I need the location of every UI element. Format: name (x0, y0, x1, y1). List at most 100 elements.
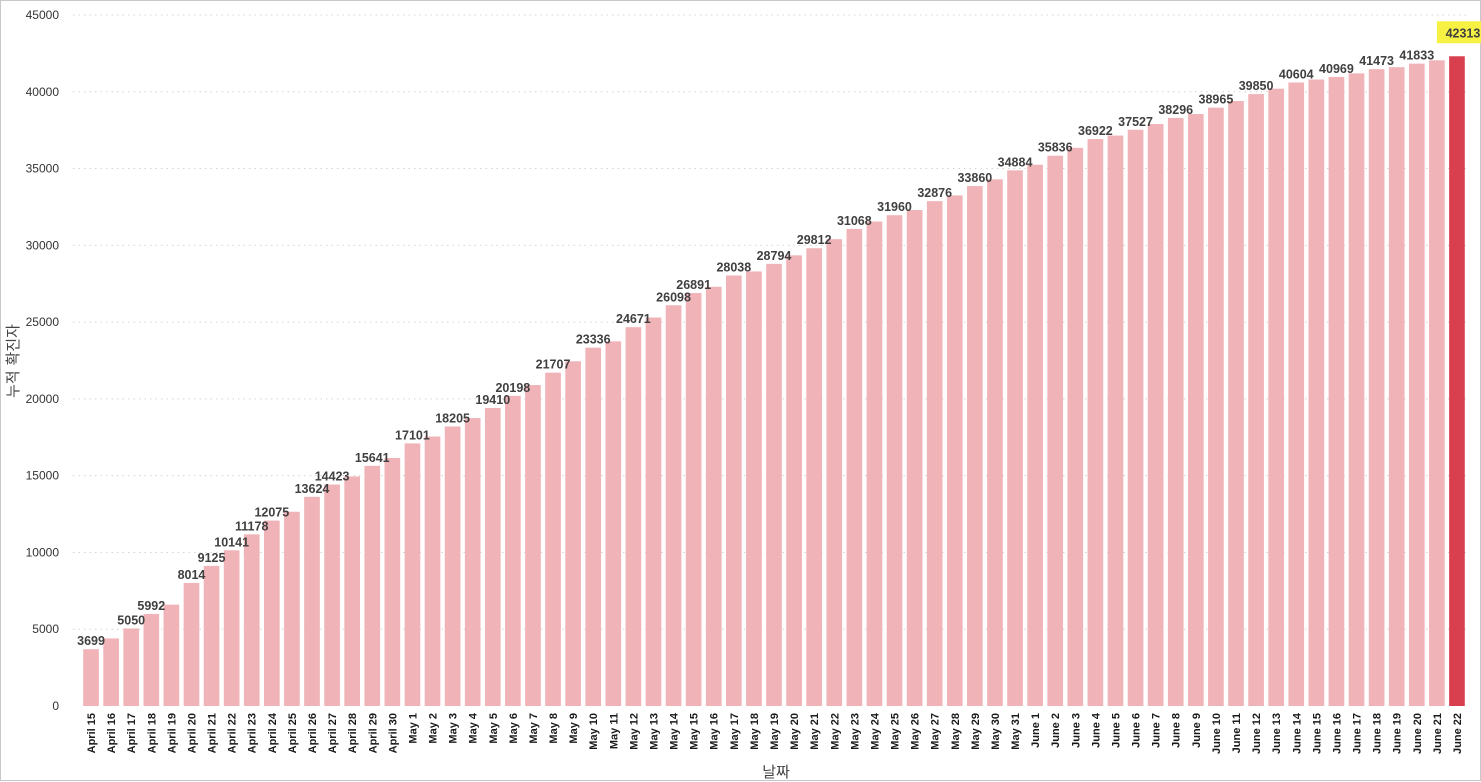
x-tick-label: April 25 (287, 713, 299, 753)
x-tick-label: May 4 (468, 712, 480, 743)
bar (645, 317, 662, 706)
x-tick-label: May 30 (990, 713, 1002, 750)
data-label: 3699 (77, 634, 105, 648)
x-tick-label: April 21 (207, 713, 219, 753)
bar (83, 649, 99, 706)
x-tick-label: June 10 (1211, 713, 1223, 754)
bar (123, 628, 140, 706)
y-tick-label: 45000 (26, 8, 60, 22)
bar (464, 418, 481, 706)
bar (263, 520, 280, 706)
x-tick-label: May 6 (508, 713, 520, 744)
x-tick-label: May 3 (448, 713, 460, 744)
bar (1429, 60, 1445, 706)
x-tick-label: June 9 (1191, 713, 1203, 748)
bar (746, 271, 762, 706)
bar (163, 604, 180, 706)
x-tick-label: June 13 (1271, 713, 1283, 754)
data-label: 34884 (998, 155, 1033, 169)
x-tick-label: May 16 (709, 713, 721, 750)
data-label: 26098 (656, 290, 691, 304)
x-tick-label: April 15 (86, 713, 98, 753)
data-label: 24671 (616, 312, 651, 326)
data-label: 29812 (797, 233, 832, 247)
x-tick-label: April 22 (227, 713, 239, 753)
y-tick-label: 5000 (32, 622, 59, 636)
data-label: 38296 (1158, 103, 1193, 117)
data-label: 41833 (1399, 49, 1434, 63)
data-label: 8014 (178, 568, 206, 582)
bar (846, 228, 863, 706)
data-label: 10141 (214, 535, 249, 549)
bar (886, 215, 903, 706)
data-label: 41473 (1359, 54, 1394, 68)
x-tick-label: May 11 (608, 713, 620, 749)
bar (545, 372, 561, 706)
data-label: 18205 (435, 411, 470, 425)
data-label: 13624 (295, 482, 330, 496)
data-label: 9125 (198, 551, 226, 565)
data-label: 35836 (1038, 141, 1073, 155)
bar (1248, 94, 1264, 706)
x-tick-label: June 7 (1151, 713, 1163, 748)
x-tick-label: June 11 (1231, 713, 1243, 753)
data-label: 14423 (315, 470, 350, 484)
bar (444, 426, 461, 706)
data-label: 28794 (757, 249, 792, 263)
bar (826, 239, 843, 707)
data-label: 37527 (1118, 115, 1153, 129)
data-label: 26891 (676, 278, 711, 292)
x-tick-label: May 15 (689, 713, 701, 750)
x-tick-label: May 7 (528, 713, 540, 744)
y-axis-title: 누적 확진자 (4, 324, 22, 398)
x-tick-label: June 1 (1030, 713, 1042, 748)
bar (344, 476, 361, 706)
x-tick-label: April 23 (247, 713, 259, 753)
x-tick-label: May 10 (588, 713, 600, 750)
bar (525, 385, 541, 706)
y-tick-label: 35000 (26, 162, 60, 176)
bar (223, 550, 240, 706)
bar (1308, 79, 1325, 706)
bar (625, 327, 642, 706)
bar (906, 210, 923, 706)
bar (1127, 129, 1144, 706)
data-label: 17101 (395, 428, 430, 442)
x-tick-label: April 16 (106, 713, 118, 753)
bar (786, 255, 802, 706)
bar (705, 286, 722, 706)
bar (1408, 63, 1425, 707)
data-label: 11178 (235, 519, 268, 533)
x-tick-label: April 28 (347, 713, 359, 753)
x-axis-ticks: April 15 April 16 April 17 April 18 April 19… (86, 712, 1464, 754)
x-tick-label: May 18 (749, 713, 761, 750)
bar (766, 263, 782, 706)
bar (946, 195, 963, 706)
bar (103, 638, 119, 706)
bar (1268, 88, 1285, 706)
y-tick-label: 0 (52, 699, 59, 713)
bar (284, 511, 300, 706)
x-tick-label: June 3 (1070, 713, 1082, 748)
bar (243, 534, 260, 706)
data-label: 5050 (117, 613, 145, 627)
highlight-label-background (1436, 21, 1481, 44)
x-tick-label: May 27 (930, 713, 942, 750)
data-label: 33860 (957, 171, 992, 185)
bar (1348, 73, 1365, 706)
data-label: 15641 (355, 451, 390, 465)
bar (1187, 114, 1204, 706)
x-tick-label: May 14 (669, 712, 681, 750)
x-tick-label: June 14 (1291, 712, 1303, 754)
x-tick-label: June 15 (1311, 713, 1323, 754)
bar (1007, 170, 1023, 707)
data-label: 20198 (495, 381, 530, 395)
y-tick-label: 25000 (26, 315, 60, 329)
bar (685, 293, 702, 706)
bar (1027, 164, 1043, 706)
data-label: 23336 (576, 333, 611, 347)
x-tick-label: May 31 (1010, 713, 1022, 750)
x-tick-label: June 8 (1171, 713, 1183, 748)
